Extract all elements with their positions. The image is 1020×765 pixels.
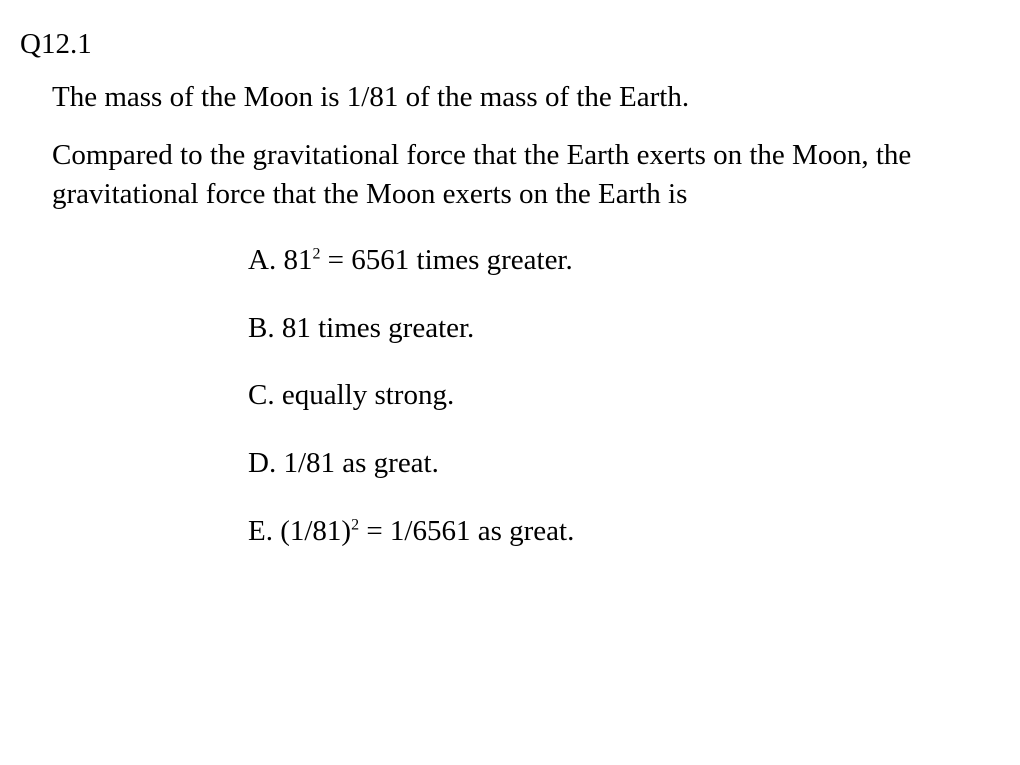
question-stem-line-2: Compared to the gravitational force that… [52,136,980,214]
question-stem-line-1: The mass of the Moon is 1/81 of the mass… [52,78,689,117]
option-a: A. 812 = 6561 times greater. [248,242,574,280]
question-number: Q12.1 [20,28,92,61]
option-d: D. 1/81 as great. [248,445,574,483]
option-c: C. equally strong. [248,377,574,415]
option-e-exponent: 2 [351,516,359,533]
slide: Q12.1 The mass of the Moon is 1/81 of th… [0,0,1020,765]
option-e: E. (1/81)2 = 1/6561 as great. [248,513,574,551]
option-e-suffix: = 1/6561 as great. [359,515,574,547]
option-e-prefix: E. (1/81) [248,515,351,547]
option-a-prefix: A. 81 [248,244,312,276]
option-b: B. 81 times greater. [248,310,574,348]
answer-options: A. 812 = 6561 times greater. B. 81 times… [248,242,574,580]
option-a-suffix: = 6561 times greater. [320,244,572,276]
